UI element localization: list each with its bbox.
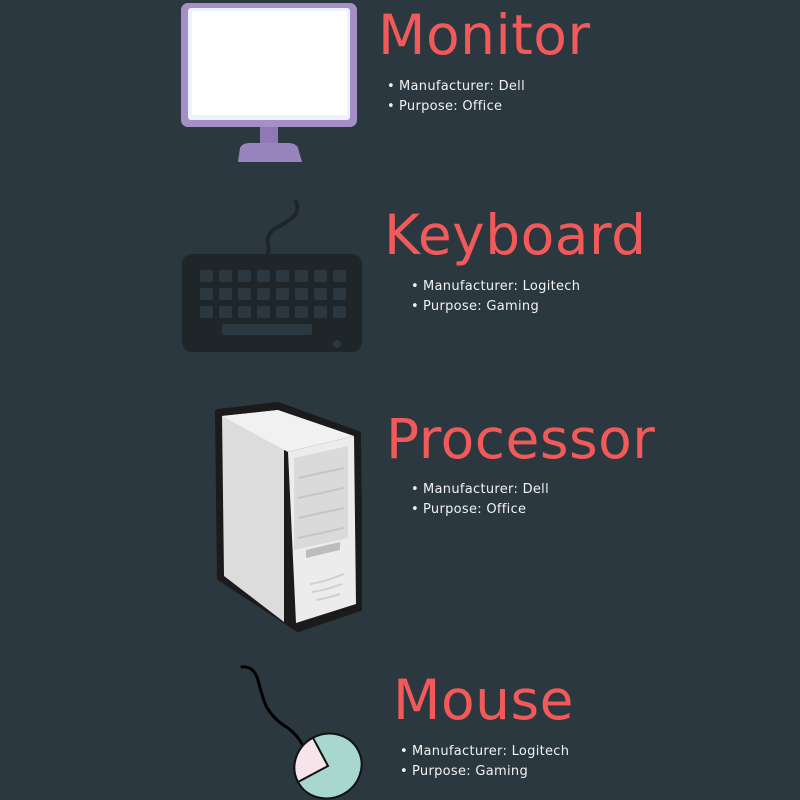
keyboard-key: [276, 270, 289, 282]
spec-manufacturer: Manufacturer: Dell: [387, 77, 525, 97]
item-title-mouse: Mouse: [393, 668, 574, 732]
keyboard-key: [200, 306, 213, 318]
item-title-processor: Processor: [386, 407, 656, 471]
spec-purpose: Purpose: Gaming: [400, 762, 569, 782]
spec-list-monitor: Manufacturer: Dell Purpose: Office: [387, 77, 525, 117]
spec-purpose: Purpose: Gaming: [411, 297, 580, 317]
keyboard-key: [314, 270, 327, 282]
spec-list-keyboard: Manufacturer: Logitech Purpose: Gaming: [411, 277, 580, 317]
keyboard-key: [238, 306, 251, 318]
keyboard-key: [333, 288, 346, 300]
monitor-icon: [181, 3, 357, 162]
keyboard-key: [238, 288, 251, 300]
spec-manufacturer: Manufacturer: Logitech: [411, 277, 580, 297]
keyboard-key: [295, 306, 308, 318]
mouse-icon: [240, 665, 363, 800]
item-title-monitor: Monitor: [378, 3, 591, 67]
keyboard-key: [314, 288, 327, 300]
keyboard-key: [333, 270, 346, 282]
keyboard-key: [219, 306, 232, 318]
spec-purpose: Purpose: Office: [387, 97, 525, 117]
keyboard-key: [200, 288, 213, 300]
spec-manufacturer: Manufacturer: Dell: [411, 480, 549, 500]
keyboard-key: [200, 270, 213, 282]
keyboard-icon: [182, 200, 362, 352]
keyboard-key: [257, 288, 270, 300]
keyboard-key: [219, 288, 232, 300]
keyboard-key: [219, 270, 232, 282]
keyboard-key: [333, 306, 346, 318]
spec-list-mouse: Manufacturer: Logitech Purpose: Gaming: [400, 742, 569, 782]
keyboard-key: [314, 306, 327, 318]
spec-purpose: Purpose: Office: [411, 500, 549, 520]
keyboard-key: [276, 306, 289, 318]
keyboard-key: [257, 306, 270, 318]
spec-list-processor: Manufacturer: Dell Purpose: Office: [411, 480, 549, 520]
keyboard-key: [238, 270, 251, 282]
keyboard-key: [257, 270, 270, 282]
item-title-keyboard: Keyboard: [384, 203, 647, 267]
computer-tower-icon: [215, 402, 362, 632]
spec-manufacturer: Manufacturer: Logitech: [400, 742, 569, 762]
keyboard-key: [295, 288, 308, 300]
keyboard-key: [276, 288, 289, 300]
keyboard-key: [295, 270, 308, 282]
